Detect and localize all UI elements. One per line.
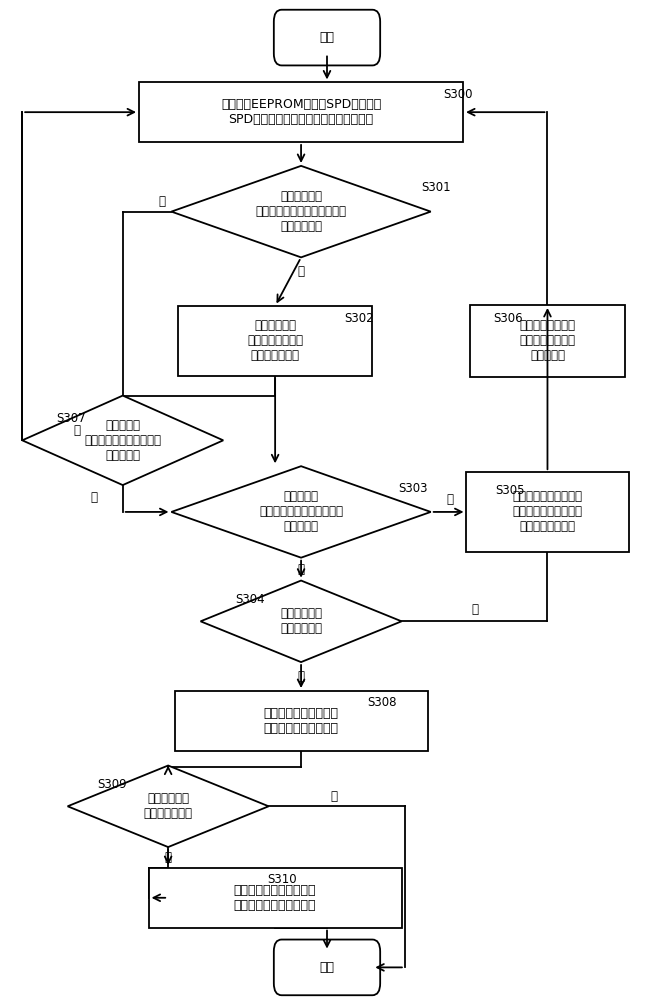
Text: 是: 是	[298, 563, 305, 576]
Text: 内存的配置信
息是否被调整过: 内存的配置信 息是否被调整过	[144, 792, 193, 820]
Bar	[470, 305, 625, 377]
Text: 否: 否	[158, 195, 165, 208]
Text: 结束: 结束	[320, 961, 334, 974]
Text: 是: 是	[74, 424, 81, 437]
Bar	[139, 82, 463, 142]
Text: S309: S309	[97, 778, 126, 791]
Polygon shape	[67, 766, 269, 847]
Text: 是: 是	[298, 265, 305, 278]
Text: S308: S308	[367, 696, 397, 709]
Polygon shape	[201, 581, 402, 662]
Text: S306: S306	[493, 312, 523, 325]
Text: 否: 否	[472, 603, 478, 616]
Text: 调整后的与
读或写相关的各个参数是否
全是最大值: 调整后的与 读或写相关的各个参数是否 全是最大值	[259, 490, 343, 533]
Text: 否: 否	[447, 493, 454, 506]
Text: 开始: 开始	[320, 31, 334, 44]
Text: 内存的当前频
率小于最低值: 内存的当前频 率小于最低值	[280, 607, 322, 635]
Bar	[175, 691, 428, 751]
Polygon shape	[171, 166, 431, 257]
Text: S300: S300	[443, 88, 473, 101]
Text: 否: 否	[330, 790, 337, 803]
FancyBboxPatch shape	[274, 10, 380, 65]
Text: S301: S301	[421, 181, 451, 194]
Text: S304: S304	[235, 593, 265, 606]
Text: 以调整后的配置信
息对内存的各项参
数进行设置: 以调整后的配置信 息对内存的各项参 数进行设置	[519, 319, 576, 362]
Text: 是: 是	[298, 670, 305, 683]
Text: 试运行初始
化后的内存，并判断试运
行是否出错: 试运行初始 化后的内存，并判断试运 行是否出错	[84, 419, 162, 462]
Polygon shape	[171, 466, 431, 558]
Text: 以预设的方式提示使用者
内存的配置信息被调整过: 以预设的方式提示使用者 内存的配置信息被调整过	[234, 884, 317, 912]
Polygon shape	[22, 396, 223, 485]
Text: 是: 是	[165, 851, 171, 864]
FancyBboxPatch shape	[274, 940, 380, 995]
Text: S307: S307	[56, 412, 86, 425]
Bar	[178, 306, 372, 376]
Text: S305: S305	[496, 484, 525, 497]
Text: 对设置后的内
存进行初始化，并判断内存初
始化是否出错: 对设置后的内 存进行初始化，并判断内存初 始化是否出错	[256, 190, 347, 233]
Bar	[466, 472, 628, 552]
Text: 以默认的方式提示使用
者内存初始化过程出错: 以默认的方式提示使用 者内存初始化过程出错	[264, 707, 339, 735]
Text: 降低内存的频率，并将
与读及写相关的各个参
数都设置为默认值: 降低内存的频率，并将 与读及写相关的各个参 数都设置为默认值	[513, 490, 583, 533]
Text: 以预设的规则
调整与读或写相关
的各个参数的值: 以预设的规则 调整与读或写相关 的各个参数的值	[247, 319, 303, 362]
Text: 从内存的EEPROM中获取SPD，并根据
SPD中的信息对内存的各个参数进行设置: 从内存的EEPROM中获取SPD，并根据 SPD中的信息对内存的各个参数进行设置	[221, 98, 381, 126]
Text: S302: S302	[345, 312, 374, 325]
Bar	[148, 868, 402, 928]
Text: 否: 否	[90, 491, 97, 504]
Text: S310: S310	[267, 873, 297, 886]
Text: S303: S303	[398, 482, 428, 495]
